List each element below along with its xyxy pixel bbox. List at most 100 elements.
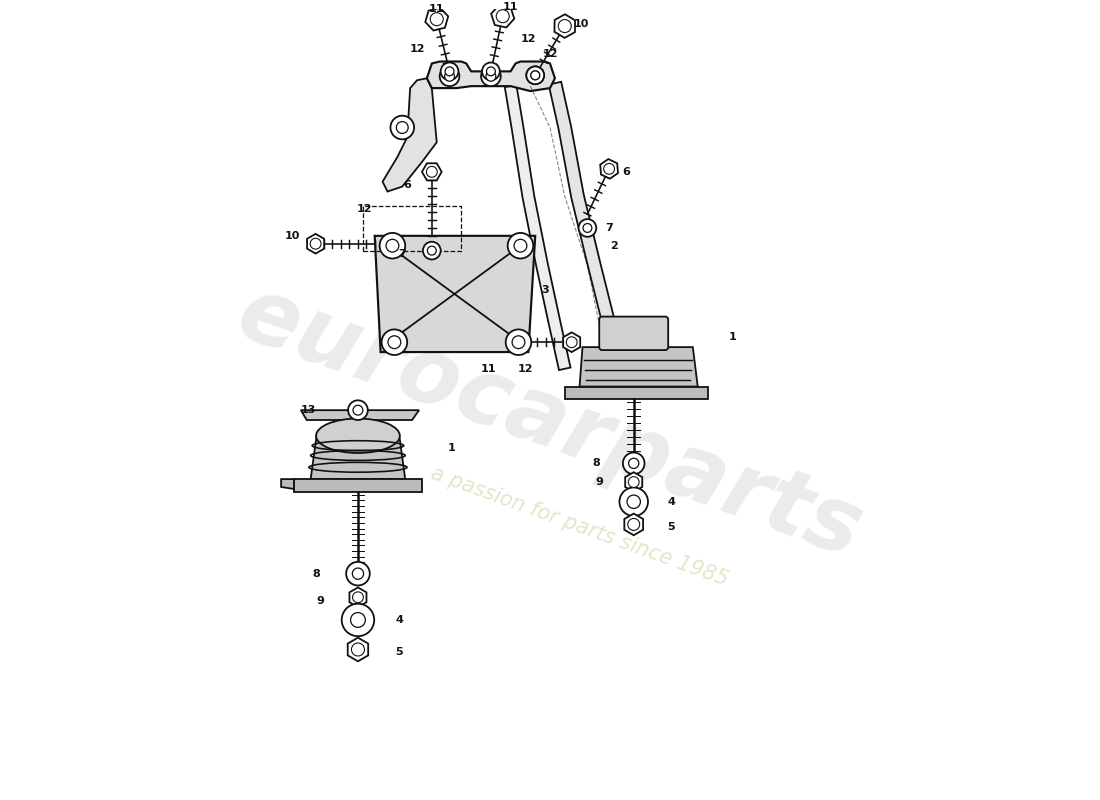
Circle shape [604,163,615,174]
Circle shape [382,330,407,355]
Circle shape [388,336,400,349]
Polygon shape [350,587,366,607]
Polygon shape [282,479,294,489]
Circle shape [628,477,639,487]
Text: 9: 9 [317,596,324,606]
Polygon shape [601,159,618,178]
Polygon shape [492,5,515,27]
Circle shape [496,10,509,22]
Circle shape [623,453,645,474]
Polygon shape [427,62,554,91]
Text: 4: 4 [395,615,404,625]
Circle shape [440,66,460,86]
Text: 13: 13 [301,405,317,415]
Circle shape [396,122,408,134]
Circle shape [428,246,437,255]
Polygon shape [422,163,442,180]
Circle shape [513,336,525,349]
Circle shape [352,568,364,579]
Text: 12: 12 [542,49,558,58]
Ellipse shape [316,418,399,453]
Text: 5: 5 [396,647,403,658]
Circle shape [627,495,640,509]
Circle shape [527,66,544,84]
Circle shape [628,458,639,469]
Circle shape [441,62,459,80]
Text: 10: 10 [574,19,590,29]
Polygon shape [554,14,575,38]
Polygon shape [310,436,405,479]
Text: a passion for parts since 1985: a passion for parts since 1985 [428,463,732,590]
Circle shape [342,604,374,636]
Polygon shape [383,78,437,191]
Text: 8: 8 [593,458,601,468]
Polygon shape [294,479,422,492]
Text: eurocarparts: eurocarparts [226,269,875,577]
Circle shape [619,487,648,516]
Circle shape [386,239,399,252]
Circle shape [353,406,363,415]
Circle shape [506,330,531,355]
Circle shape [514,239,527,252]
Circle shape [351,643,364,656]
Polygon shape [307,234,324,254]
Circle shape [566,337,578,348]
Text: 7: 7 [605,223,613,233]
Circle shape [346,562,370,586]
Circle shape [531,71,540,80]
Text: 11: 11 [429,4,444,14]
Circle shape [527,66,544,84]
Circle shape [486,67,495,76]
Text: 11: 11 [503,2,518,12]
Circle shape [430,13,443,26]
Text: 3: 3 [541,285,549,295]
Text: 4: 4 [668,497,675,506]
Circle shape [628,518,640,530]
Text: 5: 5 [668,522,675,532]
Polygon shape [375,236,536,352]
Polygon shape [348,638,369,662]
Polygon shape [549,82,625,370]
Circle shape [446,67,454,76]
Circle shape [348,400,367,420]
Polygon shape [625,472,642,492]
Text: 11: 11 [481,364,497,374]
Polygon shape [426,8,448,30]
Circle shape [424,242,441,259]
Text: 12: 12 [520,34,536,44]
Circle shape [351,613,365,627]
Circle shape [390,116,414,139]
Circle shape [310,238,321,249]
Polygon shape [563,332,580,352]
Circle shape [379,233,405,258]
Circle shape [579,219,596,237]
Polygon shape [505,85,571,370]
Text: 12: 12 [518,364,534,374]
Circle shape [486,71,496,82]
Circle shape [444,71,454,82]
Circle shape [508,233,534,258]
Polygon shape [564,386,707,399]
Text: 12: 12 [358,204,373,214]
Circle shape [352,592,363,602]
Polygon shape [625,514,644,535]
Text: 6: 6 [404,180,411,190]
Polygon shape [580,347,697,386]
Text: 1: 1 [448,442,455,453]
Circle shape [531,71,540,80]
Text: 6: 6 [621,167,630,177]
Text: 7: 7 [398,249,406,258]
Text: 2: 2 [610,241,618,250]
Circle shape [559,19,571,33]
Circle shape [583,223,592,232]
Text: 10: 10 [284,231,299,241]
Circle shape [481,66,500,86]
Text: 9: 9 [595,477,603,487]
Circle shape [427,166,437,178]
FancyBboxPatch shape [600,317,668,350]
Text: 1: 1 [728,332,736,342]
Text: 8: 8 [312,569,320,578]
Text: 12: 12 [409,44,425,54]
Polygon shape [300,410,419,420]
Circle shape [482,62,499,80]
